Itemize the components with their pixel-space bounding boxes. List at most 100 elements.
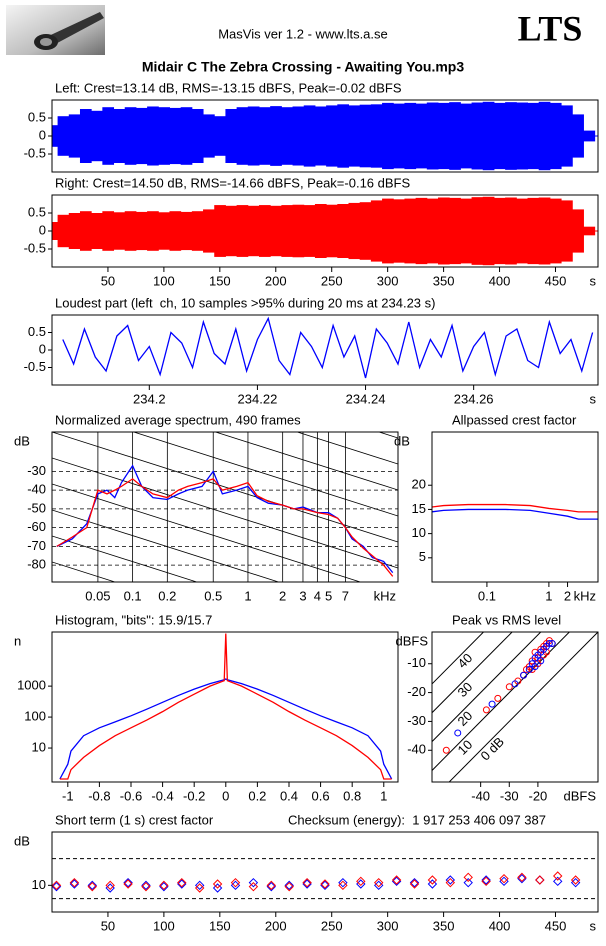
x-tick-label: 50	[101, 273, 115, 288]
diamond-point	[553, 876, 563, 887]
y-tick-label: 20	[412, 477, 426, 492]
plot-area	[432, 432, 598, 582]
diamond-point	[248, 877, 259, 888]
x-tick-label: 1	[380, 788, 387, 803]
slope-guide	[132, 432, 398, 517]
x-tick-label: 200	[265, 273, 287, 288]
x-tick-label: -30	[500, 788, 519, 803]
x-tick-label: -40	[471, 788, 490, 803]
diamond-point	[373, 877, 384, 888]
circle-point	[454, 729, 462, 737]
plot-area	[432, 632, 598, 782]
y-tick-label: -0.5	[24, 145, 46, 160]
x-tick-label: 3	[299, 588, 306, 603]
x-tick-label: -1	[62, 788, 74, 803]
x-tick-label: 150	[209, 273, 231, 288]
panel-title: Loudest part (left ch, 10 samples >95% d…	[55, 295, 435, 310]
plot-content	[432, 632, 598, 782]
slope-guide	[296, 432, 398, 465]
x-tick-label: 100	[153, 273, 175, 288]
diamond-point	[177, 879, 187, 889]
diamond-point	[123, 879, 133, 889]
x-tick-label: 450	[545, 273, 567, 288]
crest-line	[448, 632, 598, 782]
x-tick-label: 150	[209, 918, 231, 933]
diamond-point	[69, 877, 80, 888]
diamond-point	[230, 877, 241, 888]
x-tick-label: 0.1	[124, 588, 142, 603]
x-tick-label: -20	[528, 788, 547, 803]
x-tick-label: 0.05	[85, 588, 110, 603]
plot-frame	[51, 314, 599, 386]
x-tick-label: 350	[433, 273, 455, 288]
diamond-point	[320, 880, 330, 891]
y-tick-label: 15	[412, 501, 426, 516]
x-tick-label: -0.6	[120, 788, 142, 803]
panel-title: Normalized average spectrum, 490 frames	[55, 412, 301, 427]
x-tick-label: -0.2	[183, 788, 205, 803]
y-tick-label: 0	[39, 222, 46, 237]
diamond-point	[105, 880, 115, 891]
diamond-point	[463, 872, 473, 883]
diamond-point	[87, 881, 97, 892]
diamond-point	[320, 879, 330, 889]
x-tick-label: 200	[265, 918, 287, 933]
x-tick-label: 250	[321, 918, 343, 933]
x-tick-label: 0.2	[158, 588, 176, 603]
diamond-point	[445, 877, 456, 888]
y-tick-label: 100	[24, 709, 46, 724]
y-tick-label: -0.5	[24, 359, 46, 374]
plot-content	[52, 432, 398, 582]
diamond-point	[52, 880, 62, 891]
plot-area	[52, 832, 598, 912]
series-line	[432, 503, 598, 513]
x-unit: kHz	[374, 588, 396, 603]
diamond-point	[159, 881, 169, 892]
x-tick-label: 234.2	[133, 391, 166, 406]
x-unit: s	[590, 273, 597, 288]
diamond-point	[445, 875, 456, 885]
circle-point	[442, 746, 450, 754]
x-tick-label: 400	[489, 918, 511, 933]
diamond-point	[427, 879, 438, 889]
x-tick-label: -0.4	[151, 788, 173, 803]
diamond-point	[123, 877, 133, 888]
y-tick-label: -20	[407, 684, 426, 699]
y-tick-label: -70	[27, 538, 46, 553]
plot-content	[62, 316, 594, 379]
plot-area	[52, 315, 598, 385]
circle-point	[548, 640, 556, 648]
diamond-point	[159, 880, 169, 891]
diamond-point	[338, 877, 348, 888]
y-tick-label: -0.5	[24, 240, 46, 255]
x-tick-label: 250	[321, 273, 343, 288]
diamond-point	[194, 883, 205, 893]
x-tick-label: 450	[545, 918, 567, 933]
plot-content	[52, 196, 598, 266]
plot-content	[59, 633, 393, 780]
circle-point	[537, 657, 545, 665]
x-unit: kHz	[574, 588, 596, 603]
series-line	[56, 478, 394, 577]
diamond-point	[481, 876, 491, 887]
diamond-point	[481, 875, 491, 885]
diamond-point	[499, 873, 509, 884]
x-tick-label: 0.8	[343, 788, 361, 803]
circle-point	[482, 706, 490, 714]
x-tick-label: 300	[377, 273, 399, 288]
diamond-point	[463, 877, 473, 888]
diamond-point	[356, 876, 366, 887]
y-tick-label: 10	[412, 525, 426, 540]
crest-line	[432, 632, 485, 685]
crest-line	[432, 632, 542, 742]
plot-content	[432, 503, 598, 520]
plot-content	[52, 858, 598, 900]
diamond-point	[141, 881, 151, 892]
y-unit: dB	[14, 833, 30, 848]
diamond-point	[212, 883, 223, 893]
circle-point	[525, 666, 533, 673]
circle-point	[511, 680, 519, 688]
diamond-point	[87, 880, 97, 891]
brand: LTS	[518, 8, 583, 48]
plot-frame	[51, 631, 399, 783]
